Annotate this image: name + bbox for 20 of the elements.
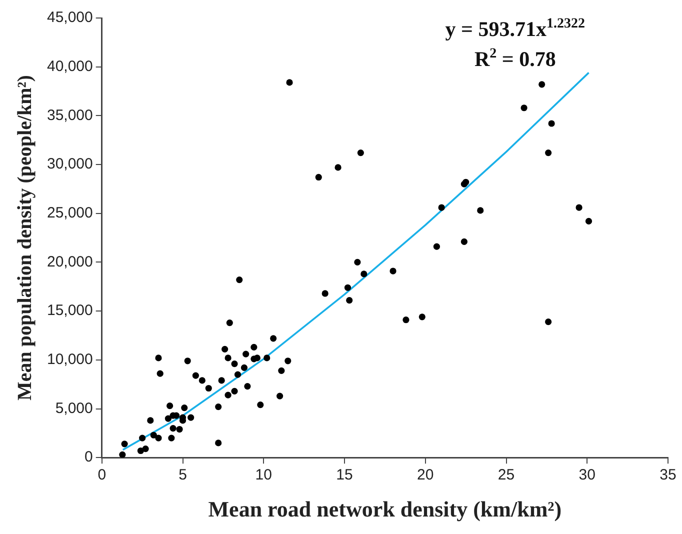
y-tick-label: 30,000 [46,156,93,173]
y-tick-label: 15,000 [46,302,93,320]
x-axis-title: Mean road network density (km/km²) [208,496,562,522]
x-tick-label: 35 [660,466,676,484]
y-tick-label: 5,000 [55,400,93,417]
x-tick-label: 10 [255,466,272,484]
y-axis-title: Mean population density (people/km²) [14,75,36,401]
y-tick-label: 45,000 [46,9,93,26]
x-tick-label: 15 [336,466,353,484]
y-tick-label: 10,000 [46,351,93,368]
y-tick-label: 25,000 [46,204,93,222]
y-tick-label: 40,000 [46,58,93,75]
y-tick-label: 20,000 [46,253,93,270]
x-tick-label: 30 [578,466,596,484]
x-tick-label: 0 [98,466,106,484]
y-tick-label: 35,000 [46,106,93,124]
x-tick-label: 5 [178,466,187,484]
x-tick-label: 20 [417,466,434,484]
y-tick-label: 0 [84,448,93,466]
x-tick-label: 25 [498,466,515,484]
